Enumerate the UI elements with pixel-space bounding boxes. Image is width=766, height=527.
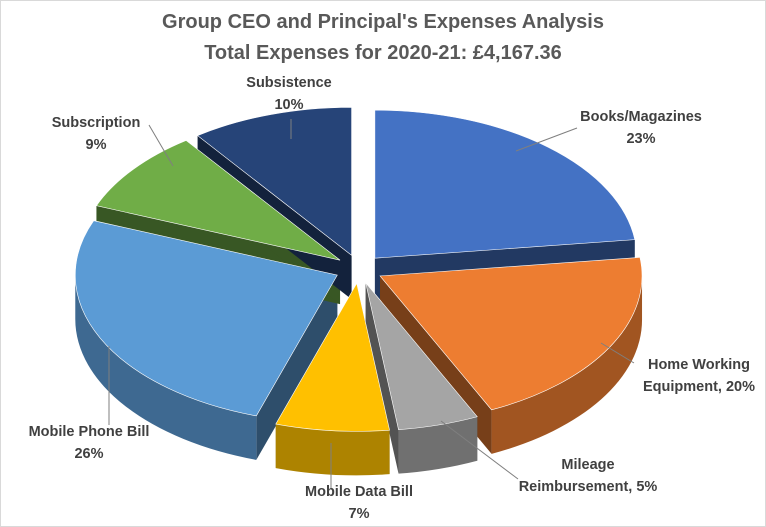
leader-line-1 (600, 342, 635, 364)
chart-subtitle: Total Expenses for 2020-21: £4,167.36 (204, 42, 562, 64)
slice-label-3: Mobile Data Bill 7% (305, 484, 413, 522)
slice-3 (275, 282, 390, 432)
slice-6 (196, 107, 352, 256)
slice-label-0: Books/Magazines 23% (580, 109, 702, 147)
slice-labels: Books/Magazines 23% Home Working Equipment,… (29, 75, 756, 522)
slice-label-5: Subscription 9% (52, 115, 141, 153)
chart-title: Group CEO and Principal's Expenses Analy… (162, 11, 604, 33)
slice-2 (365, 282, 478, 430)
slice-side-3 (275, 424, 390, 476)
slice-label-1: Home Working Equipment, 20% (643, 357, 755, 395)
slice-label-4: Mobile Phone Bill 26% (29, 424, 150, 462)
leader-line-0 (515, 127, 578, 152)
slice-side-4 (75, 275, 257, 460)
leader-line-2 (440, 420, 519, 480)
slice-4 (75, 220, 338, 417)
slice-wall-2-1 (365, 282, 399, 474)
pie-slices (75, 107, 643, 476)
slice-5 (95, 140, 341, 261)
slice-side-2 (398, 416, 478, 474)
slice-side-1 (491, 275, 643, 454)
slice-1 (379, 257, 643, 411)
slice-0 (374, 109, 636, 259)
slice-wall-4-0 (256, 275, 338, 460)
slice-label-2: Mileage Reimbursement, 5% (519, 457, 658, 495)
leader-line-5 (148, 124, 174, 167)
leader-lines (108, 119, 635, 489)
slice-label-6: Subsistence 10% (246, 75, 331, 113)
